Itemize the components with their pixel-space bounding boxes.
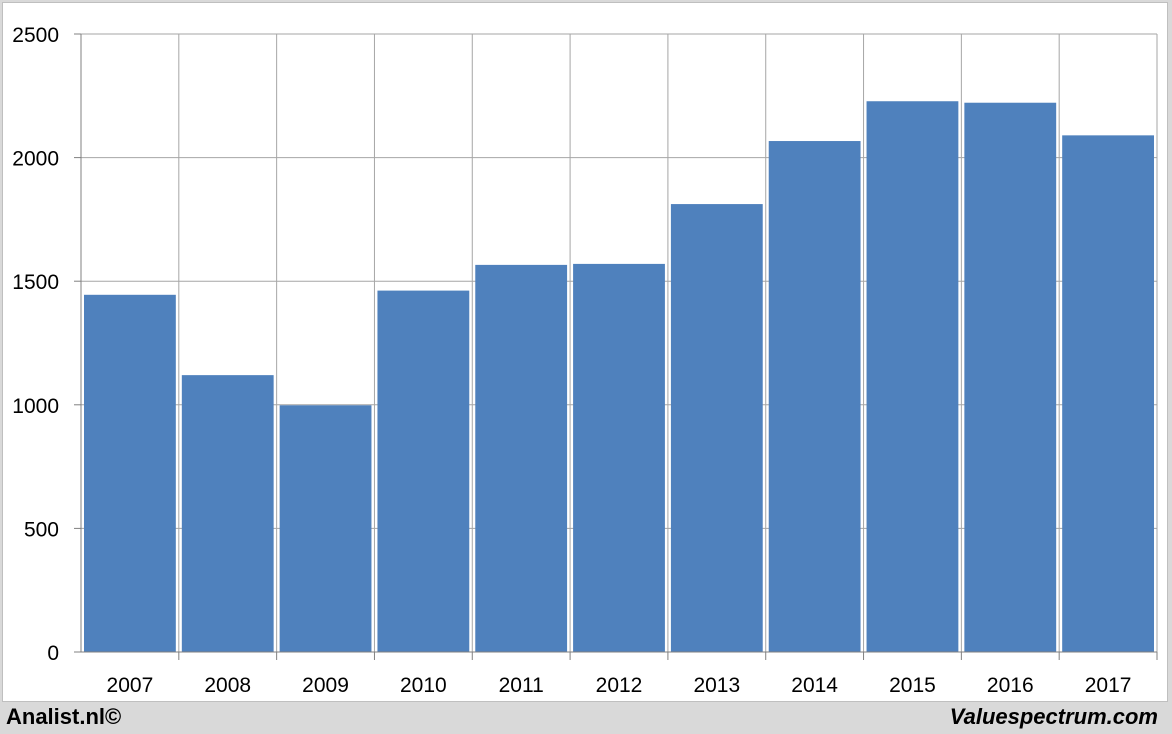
bar-2013 xyxy=(670,204,763,652)
bar-2008 xyxy=(181,375,274,652)
bar-2012 xyxy=(573,263,665,652)
bar-2010 xyxy=(377,290,470,652)
bars xyxy=(84,101,1154,653)
y-tick-label: 500 xyxy=(24,518,59,541)
y-tick-label: 1500 xyxy=(12,271,59,294)
bar-chart: 0 500 1000 1500 2000 2500 2007 2008 2009 2010 2011… xyxy=(12,24,1158,697)
x-tick-label: 2012 xyxy=(596,674,643,697)
x-tick-label: 2013 xyxy=(693,674,740,697)
x-tick-label: 2009 xyxy=(302,674,349,697)
y-tick-label: 1000 xyxy=(12,395,59,418)
bar-2015 xyxy=(866,101,959,652)
footer-source-right: Valuespectrum.com xyxy=(949,704,1158,729)
x-tick-label: 2015 xyxy=(889,674,936,697)
x-tick-label: 2010 xyxy=(400,674,447,697)
bar-2016 xyxy=(964,102,1057,652)
y-tick-label: 2000 xyxy=(12,148,59,171)
footer-source-left: Analist.nl© xyxy=(6,704,122,729)
x-tick-label: 2014 xyxy=(791,674,838,697)
x-tick-label: 2017 xyxy=(1085,674,1132,697)
x-tick-label: 2007 xyxy=(107,674,154,697)
bar-2007 xyxy=(84,294,176,652)
y-tick-label: 2500 xyxy=(12,24,59,47)
tick-labels: 0 500 1000 1500 2000 2500 2007 2008 2009 2010 2011… xyxy=(12,24,1131,697)
x-tick-label: 2008 xyxy=(204,674,251,697)
axes xyxy=(74,33,1158,660)
y-tick-label: 0 xyxy=(47,642,59,665)
x-tick-label: 2016 xyxy=(987,674,1034,697)
bar-2017 xyxy=(1062,135,1154,653)
bar-2014 xyxy=(768,141,861,652)
bar-2009 xyxy=(279,405,372,652)
bar-2011 xyxy=(475,264,568,652)
x-tick-label: 2011 xyxy=(499,674,544,697)
